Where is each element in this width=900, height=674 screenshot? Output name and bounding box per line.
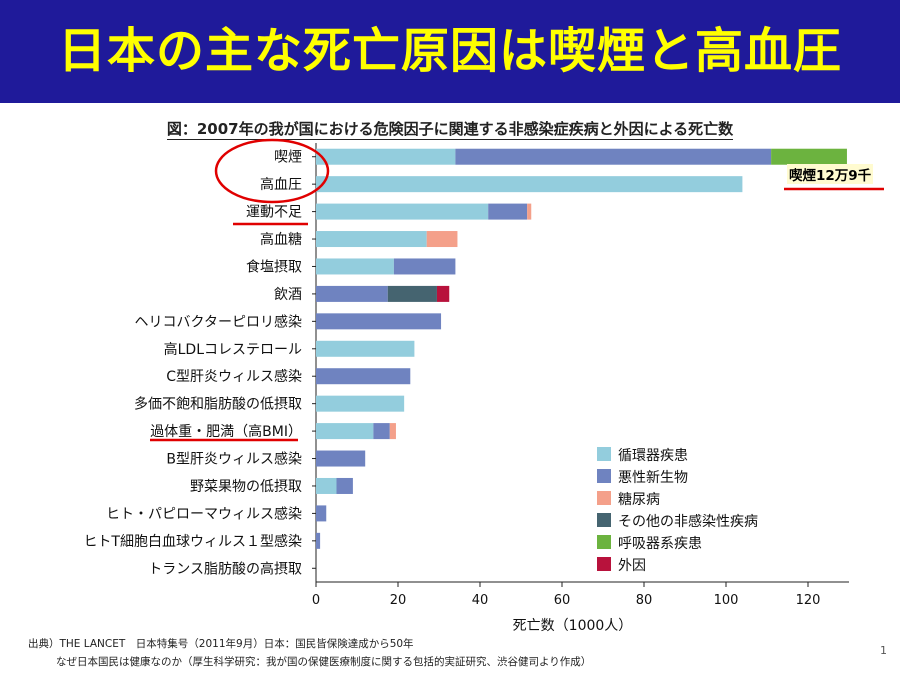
bar-segment <box>389 423 396 440</box>
x-tick-label: 120 <box>796 593 821 608</box>
bar-segment <box>373 423 390 440</box>
source-citation-line2: なぜ日本国民は健康なのか（厚生科学研究：我が国の保健医療制度に関する包括的実証研… <box>56 656 592 668</box>
bar-segment <box>316 477 337 494</box>
y-tick-label: 多価不飽和脂肪酸の低摂取 <box>134 396 302 413</box>
legend-swatch <box>597 491 611 505</box>
smoking-annotation: 喫煙12万9千 <box>787 164 874 184</box>
y-tick-label: ヘリコバクターピロリ感染 <box>135 313 302 330</box>
legend-swatch <box>597 535 611 549</box>
source-citation-line1: 出典）THE LANCET 日本特集号（2011年9月）日本：国民皆保険達成から… <box>28 638 414 650</box>
y-tick-label: 飲酒 <box>274 287 302 303</box>
x-tick-label: 60 <box>554 593 571 608</box>
page-number: 1 <box>880 644 887 657</box>
bar-segment <box>316 423 374 440</box>
bar-segment <box>316 368 411 385</box>
y-tick-label: 野菜果物の低摂取 <box>190 479 302 495</box>
bar-segment <box>316 340 415 357</box>
bar-segment <box>316 313 442 330</box>
legend-label: 糖尿病 <box>618 492 660 508</box>
bar-segment <box>316 285 388 302</box>
bar-segment <box>436 285 450 302</box>
y-tick-label: 運動不足 <box>246 205 302 221</box>
y-tick-label: ヒトT細胞白血球ウィルス１型感染 <box>83 533 302 550</box>
x-axis-label: 死亡数（1000人） <box>513 618 633 634</box>
y-tick-label: B型肝炎ウィルス感染 <box>166 451 302 468</box>
bar-segment <box>455 148 772 165</box>
title-banner <box>0 0 900 103</box>
slide-title: 日本の主な死亡原因は喫煙と高血圧 <box>57 23 842 79</box>
bar-segment <box>393 258 456 275</box>
chart-title: 図：2007年の我が国における危険因子に関連する非感染症疾病と外因による死亡数 <box>0 118 900 140</box>
x-tick-label: 80 <box>636 593 653 608</box>
bar-segment <box>316 395 405 412</box>
y-tick-label: 過体重・肥満（高BMI） <box>150 423 302 440</box>
y-tick-label: 高LDLコレステロール <box>164 341 302 358</box>
x-tick-label: 100 <box>714 593 739 608</box>
y-tick-label: 高血圧 <box>260 176 302 193</box>
bar-segment <box>488 203 528 220</box>
legend-label: 悪性新生物 <box>618 470 688 486</box>
bar-segment <box>771 148 847 165</box>
x-tick-label: 0 <box>312 593 320 608</box>
y-tick-label: ヒト・パピローマウィルス感染 <box>106 505 302 522</box>
legend-swatch <box>597 513 611 527</box>
chart-title-text: 図：2007年の我が国における危険因子に関連する非感染症疾病と外因による死亡数 <box>166 120 734 140</box>
bar-segment <box>316 450 366 467</box>
y-tick-label: トランス脂肪酸の高摂取 <box>148 560 302 577</box>
highlight-circle <box>214 138 330 204</box>
y-tick-label: C型肝炎ウィルス感染 <box>166 368 302 385</box>
bar-segment <box>336 477 353 494</box>
bar-segment <box>316 148 456 165</box>
bar-segment <box>316 505 327 522</box>
bar-segment <box>527 203 532 220</box>
bar-segment <box>316 231 427 248</box>
legend-swatch <box>597 557 611 571</box>
y-tick-label: 高血糖 <box>260 231 302 248</box>
x-tick-label: 20 <box>390 593 407 608</box>
legend-label: 呼吸器系疾患 <box>618 536 702 552</box>
legend-label: 外因 <box>618 558 646 574</box>
y-tick-label: 食塩摂取 <box>246 258 302 275</box>
legend-swatch <box>597 447 611 461</box>
legend-label: 循環器疾患 <box>618 448 688 464</box>
bar-segment <box>316 258 394 275</box>
bar-segment <box>426 231 458 248</box>
legend-label: その他の非感染性疾病 <box>618 513 758 530</box>
bar-segment <box>316 176 743 193</box>
legend-swatch <box>597 469 611 483</box>
bar-segment <box>316 203 489 220</box>
x-tick-label: 40 <box>472 593 489 608</box>
bar-segment <box>316 532 321 549</box>
bar-segment <box>387 285 437 302</box>
y-tick-label: 喫煙 <box>274 150 302 166</box>
